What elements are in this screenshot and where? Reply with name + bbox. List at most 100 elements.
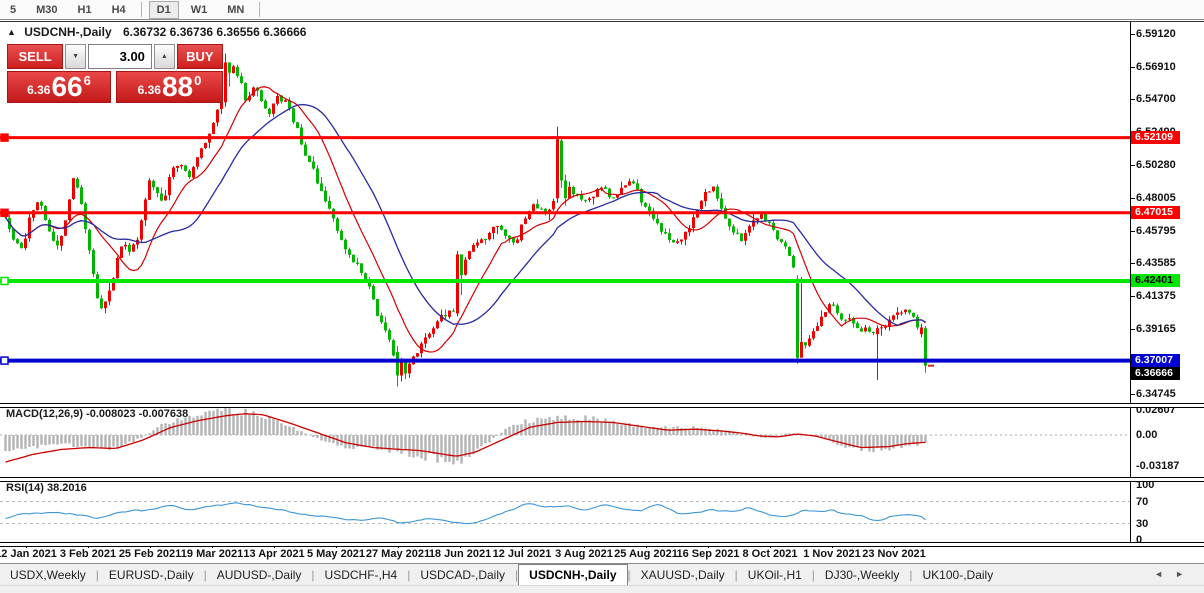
y-axis-label: 6.59120 — [1136, 28, 1176, 40]
timeframe-button-w1[interactable]: W1 — [190, 3, 208, 16]
rsi-axis-label: 100 — [1136, 479, 1155, 491]
chevron-down-icon: ▼ — [72, 53, 80, 60]
buy-price-button[interactable]: 6.36 88 0 — [116, 71, 223, 103]
timeframe-button-m30[interactable]: M30 — [36, 3, 58, 16]
rsi-label: RSI(14) 38.2016 — [6, 482, 87, 494]
volume-increase-button[interactable]: ▲ — [153, 44, 175, 69]
y-axis-tick — [1130, 296, 1135, 298]
chart-title: ▲ USDCNH-,Daily 6.36732 6.36736 6.36556 … — [7, 25, 306, 39]
date-label: 27 May 2021 — [365, 548, 431, 560]
date-label: 19 Mar 2021 — [180, 548, 244, 560]
y-axis-label: 6.50280 — [1136, 158, 1176, 171]
timeframe-button-5[interactable]: 5 — [10, 3, 17, 16]
rsi-axis-label: 70 — [1136, 495, 1149, 508]
chart-tab-dj30weekly[interactable]: DJ30-,Weekly — [824, 568, 900, 582]
price-axis-spine — [1130, 22, 1131, 544]
tab-divider: | — [909, 568, 913, 582]
chevron-up-icon: ▲ — [160, 53, 168, 60]
tab-scroll-arrows: ◄► — [1154, 569, 1196, 579]
rsi-axis-label: 30 — [1136, 517, 1149, 530]
price-line-badge: 6.37007 — [1131, 354, 1180, 368]
timeframe-button-d1[interactable]: D1 — [148, 0, 179, 19]
timeframe-button-h1[interactable]: H1 — [77, 3, 92, 16]
panel-separator — [0, 542, 1204, 547]
y-axis-label: 6.43585 — [1136, 257, 1176, 270]
date-label: 25 Aug 2021 — [614, 548, 678, 560]
date-label: 25 Feb 2021 — [118, 548, 182, 560]
collapse-arrow-icon[interactable]: ▲ — [7, 27, 16, 37]
timeframe-toolbar: 5 M30 H1 H4 D1 W1 MN — [0, 0, 1204, 19]
date-label: 3 Aug 2021 — [555, 548, 613, 560]
date-label: 16 Sep 2021 — [676, 548, 740, 560]
tab-scroll-right-icon[interactable]: ► — [1175, 569, 1196, 579]
tab-divider: | — [407, 568, 411, 582]
timeframe-button-mn[interactable]: MN — [227, 3, 245, 16]
y-axis-label: 6.41375 — [1136, 290, 1176, 303]
date-label: 18 Jun 2021 — [428, 548, 492, 560]
toolbar-separator — [259, 2, 261, 17]
sell-button[interactable]: SELL — [7, 44, 64, 69]
volume-decrease-button[interactable]: ▼ — [65, 44, 86, 69]
price-line-badge: 6.52109 — [1131, 131, 1180, 145]
buy-price-pip: 0 — [194, 73, 202, 88]
date-label: 12 Jan 2021 — [0, 548, 57, 560]
tab-divider: | — [734, 568, 738, 582]
price-line-badge: 6.42401 — [1131, 274, 1180, 288]
macd-axis-label: 0.00 — [1136, 429, 1158, 441]
chart-window-border — [0, 21, 1204, 22]
timeframe-button-h4[interactable]: H4 — [111, 3, 126, 16]
y-axis-tick — [1130, 263, 1135, 265]
tab-scroll-left-icon[interactable]: ◄ — [1154, 569, 1176, 579]
symbol-period-label: USDCNH-,Daily — [24, 25, 112, 39]
tab-divider: | — [811, 568, 815, 582]
tab-divider: | — [203, 568, 207, 582]
panel-separator[interactable] — [0, 403, 1204, 408]
chart-tab-uk100daily[interactable]: UK100-,Daily — [922, 568, 994, 582]
price-line-badge: 6.47015 — [1131, 206, 1180, 220]
y-axis-label: 6.54700 — [1136, 93, 1176, 106]
chart-tab-usdchfh4[interactable]: USDCHF-,H4 — [324, 568, 398, 582]
chart-tab-usdxweekly[interactable]: USDX,Weekly — [10, 568, 86, 582]
date-label: 23 Nov 2021 — [862, 548, 926, 560]
date-label: 5 May 2021 — [306, 548, 366, 560]
ohlc-values: 6.36732 6.36736 6.36556 6.36666 — [122, 25, 307, 39]
chart-tab-eurusddaily[interactable]: EURUSD-,Daily — [108, 568, 194, 582]
sell-price-button[interactable]: 6.36 66 6 — [7, 71, 111, 103]
status-strip — [0, 585, 1204, 593]
y-axis-tick — [1130, 99, 1135, 101]
volume-input[interactable] — [87, 44, 152, 69]
date-label: 1 Nov 2021 — [803, 548, 861, 560]
tabbar-divider — [0, 563, 1204, 564]
y-axis-label: 6.39165 — [1136, 322, 1176, 335]
macd-axis-label: -0.03187 — [1136, 459, 1180, 472]
price-chart[interactable] — [0, 22, 1131, 403]
chart-tab-bar: USDX,Weekly | EURUSD-,Daily | AUDUSD-,Daily |… — [0, 564, 1204, 585]
chart-tab-usdcnhdaily[interactable]: USDCNH-,Daily — [518, 564, 628, 585]
sell-price-main: 66 — [51, 71, 83, 102]
sell-price-pip: 6 — [83, 73, 91, 88]
macd-indicator-panel[interactable] — [0, 406, 1131, 477]
y-axis-tick — [1130, 164, 1135, 166]
tab-divider: | — [95, 568, 99, 582]
chart-tab-usdcaddaily[interactable]: USDCAD-,Daily — [420, 568, 506, 582]
tab-divider: | — [311, 568, 315, 582]
y-axis-label: 6.45795 — [1136, 224, 1176, 237]
buy-button[interactable]: BUY — [176, 44, 223, 69]
y-axis-label: 6.34745 — [1136, 388, 1176, 401]
date-label: 8 Oct 2021 — [742, 548, 798, 560]
y-axis-tick — [1130, 34, 1135, 35]
chart-tab-audusddaily[interactable]: AUDUSD-,Daily — [216, 568, 302, 582]
buy-price-main: 88 — [161, 71, 194, 102]
sell-price-prefix: 6.36 — [27, 83, 51, 97]
rsi-indicator-panel[interactable] — [0, 480, 1131, 543]
date-label: 13 Apr 2021 — [243, 548, 305, 560]
chart-tab-xauusddaily[interactable]: XAUUSD-,Daily — [640, 568, 725, 582]
chart-tab-ukoilh1[interactable]: UKOil-,H1 — [747, 568, 802, 582]
y-axis-tick — [1130, 394, 1135, 396]
date-label: 12 Jul 2021 — [492, 548, 552, 560]
panel-separator[interactable] — [0, 477, 1204, 482]
y-axis-tick — [1130, 328, 1135, 330]
date-axis[interactable] — [0, 545, 1130, 563]
y-axis-label: 6.48005 — [1136, 192, 1176, 205]
